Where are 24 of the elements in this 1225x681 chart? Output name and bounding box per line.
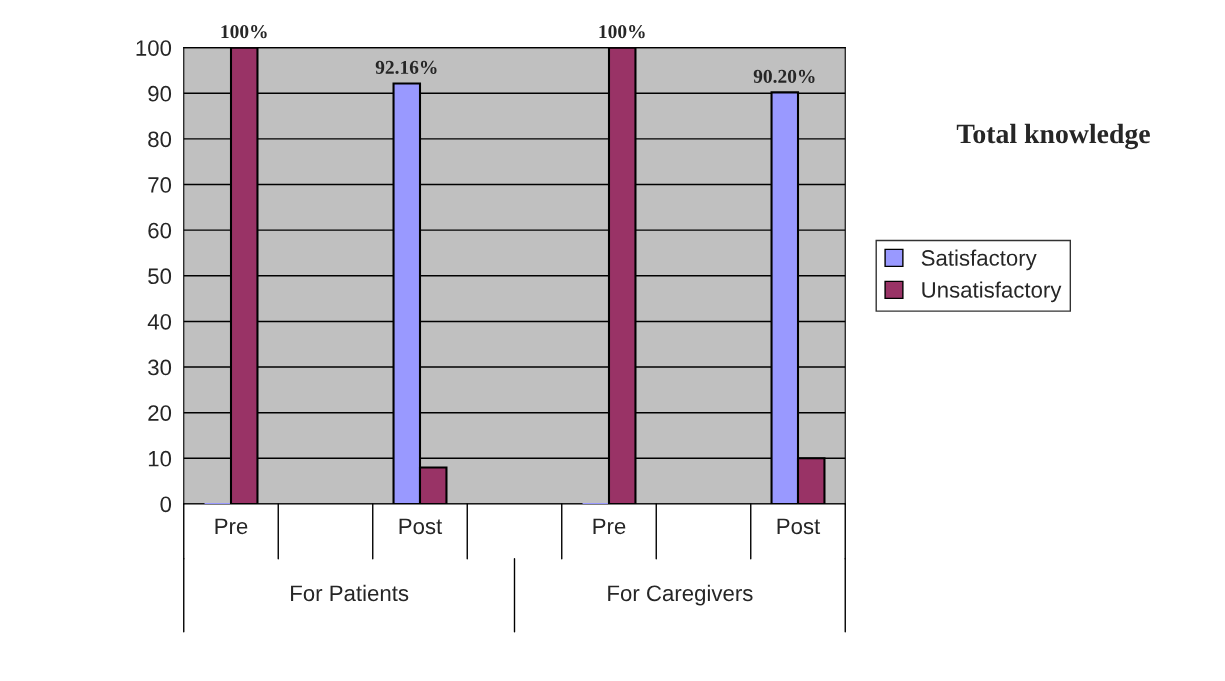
x-tick-label: Pre <box>215 518 248 535</box>
y-tick-label: 80 <box>148 131 172 148</box>
data-label: 100% <box>599 25 645 39</box>
legend-label: Unsatisfactory <box>922 281 1062 303</box>
text: For Caregivers <box>608 584 753 606</box>
text: Total knowledge <box>956 123 1150 150</box>
y-tick-label: 100 <box>136 40 172 56</box>
text: For Patients <box>291 584 409 602</box>
data-label: 90.20% <box>753 69 815 83</box>
x-tick-label: Post <box>399 518 443 535</box>
y-tick-label: 30 <box>148 359 172 376</box>
y-tick-label: 40 <box>147 313 172 330</box>
data-label: 92.16% <box>375 60 437 75</box>
y-tick-label: 0 <box>160 496 172 513</box>
y-tick-label: 20 <box>148 405 172 421</box>
data-label: 100% <box>221 25 267 39</box>
y-tick-label: 50 <box>148 268 172 285</box>
x-tick-label: Pre <box>593 518 626 535</box>
y-tick-label: 70 <box>148 177 172 193</box>
y-tick-label: 10 <box>148 450 172 467</box>
y-tick-label: 90 <box>148 85 172 102</box>
y-tick-label: 60 <box>148 222 172 239</box>
x-tick-label: Post <box>777 518 821 535</box>
legend-label: Satisfactory <box>921 249 1037 271</box>
